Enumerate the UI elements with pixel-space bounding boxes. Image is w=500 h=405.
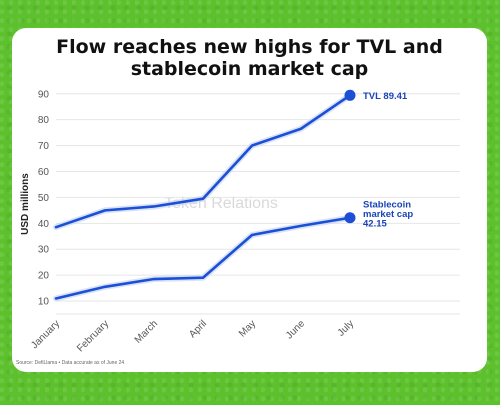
- series-end-point: [344, 89, 356, 101]
- x-tick-label: May: [237, 318, 258, 339]
- series-line-tvl: [54, 94, 352, 229]
- y-tick-label: 90: [38, 89, 50, 100]
- y-tick-label: 80: [38, 115, 50, 126]
- x-tick-label: March: [133, 318, 160, 345]
- series-end-label: TVL 89.41: [363, 91, 408, 102]
- x-tick-label: January: [29, 318, 62, 351]
- y-tick-label: 50: [38, 193, 50, 204]
- y-tick-label: 60: [38, 167, 50, 178]
- series-end-label: Stablecoin: [363, 200, 411, 211]
- series-line-stablecoin-market-cap: [54, 216, 352, 300]
- series-end-label: 42.15: [363, 219, 387, 230]
- series-end-point: [344, 212, 356, 224]
- x-tick-label: February: [75, 318, 111, 354]
- chart-card: Flow reaches new highs for TVL and stabl…: [12, 28, 487, 372]
- source-note: Source: DefiLlama • Data accurate as of …: [16, 360, 125, 366]
- y-tick-label: 30: [38, 245, 50, 256]
- x-tick-label: April: [187, 318, 209, 340]
- y-tick-label: 70: [38, 141, 50, 152]
- series-line-halo: [53, 214, 353, 302]
- y-tick-label: 10: [38, 297, 50, 308]
- y-tick-label: 40: [38, 219, 50, 230]
- chart-title: Flow reaches new highs for TVL and stabl…: [56, 36, 443, 80]
- y-tick-label: 20: [38, 271, 50, 282]
- x-tick-label: June: [284, 318, 307, 341]
- x-tick-label: July: [336, 318, 356, 338]
- y-axis-label: USD millions: [20, 173, 31, 235]
- series-end-label: market cap: [363, 209, 413, 220]
